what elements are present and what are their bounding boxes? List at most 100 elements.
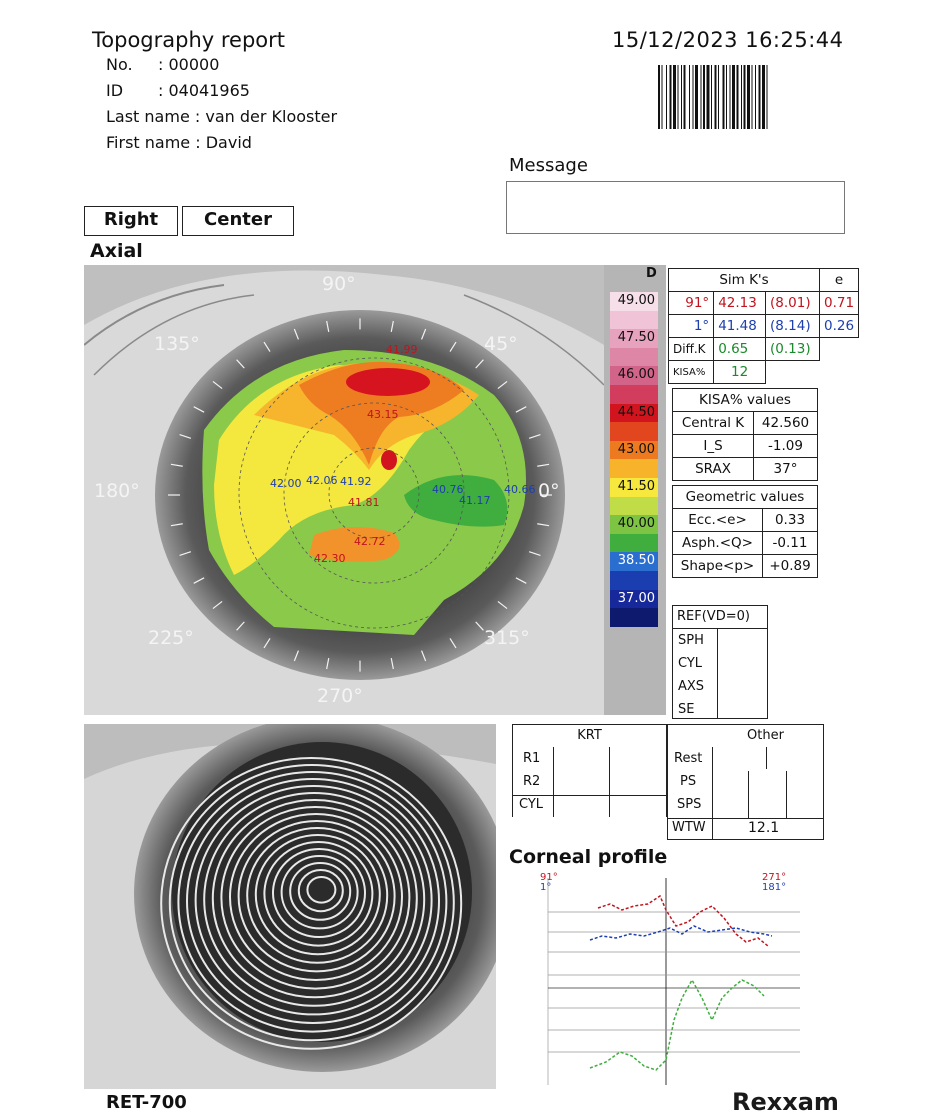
scale-step (610, 608, 658, 627)
point-value: 41.92 (340, 475, 372, 488)
profile-legend-left: 91° (540, 872, 558, 883)
position-center-button[interactable]: Center (182, 206, 294, 236)
field-first-name-label: First name (106, 133, 191, 152)
simk-e: 0.26 (818, 314, 860, 338)
simk-e-header: e (818, 268, 860, 292)
profile-legend-right: 271° (762, 872, 787, 883)
eye-right-button[interactable]: Right (84, 206, 178, 236)
kisa-values-table: KISA% values Central K 42.560 I_S -1.09 SR… (671, 388, 818, 481)
scale-step (610, 310, 658, 330)
kisa-values-header: KISA% values (672, 388, 818, 412)
angle-225: 225° (148, 627, 194, 649)
kisa-row-value: 42.560 (753, 411, 818, 435)
angle-270: 270° (317, 685, 363, 707)
kisa-row-value: 37° (753, 457, 818, 481)
corneal-profile-chart: 91° 1° 271° 181° (510, 870, 810, 1090)
kisa-row-value: -1.09 (753, 434, 818, 458)
ref-table: REF(VD=0) SPH CYL AXS SE (672, 605, 768, 719)
ref-row-label: SPH (678, 633, 704, 648)
scale-step: 44.50 (610, 403, 658, 423)
simk-axis: 1° (667, 314, 715, 338)
ref-row-label: CYL (678, 656, 703, 671)
other-row-label: WTW (672, 820, 706, 835)
krt-table: KRT R1 R2 CYL (512, 724, 667, 817)
profile-legend-right: 181° (762, 882, 787, 893)
simk-e: 0.71 (818, 291, 860, 315)
kisa-value: 12 (713, 360, 767, 384)
simk-k: 42.13 (713, 291, 767, 315)
point-value: 42.30 (314, 552, 346, 565)
krt-row-label: R2 (523, 774, 541, 789)
krt-row-label: R1 (523, 751, 541, 766)
scale-step (610, 533, 658, 553)
diffk-r: (0.13) (765, 337, 820, 361)
geo-row-value: -0.11 (762, 531, 818, 555)
diffk-value: 0.65 (713, 337, 767, 361)
field-id: ID: 04041965 (106, 81, 250, 100)
scale-step (610, 422, 658, 441)
topography-color-map (202, 350, 526, 635)
scale-step: 38.50 (610, 552, 658, 571)
angle-315: 315° (484, 627, 530, 649)
simk-axis: 91° (667, 291, 715, 315)
other-row-label: Rest (674, 751, 703, 766)
scale-step: 37.00 (610, 589, 658, 609)
axial-map[interactable]: 90° 45° 135° 180° 0° 225° 315° 270° 41.9… (84, 265, 604, 715)
field-no-label: No. (106, 55, 133, 74)
angle-0: 0° (538, 480, 560, 502)
scale-unit: D (646, 266, 657, 281)
field-first-name-value: David (205, 133, 252, 152)
profile-legend-left: 1° (540, 882, 552, 893)
wtw-value: 12.1 (748, 820, 780, 836)
point-value: 41.17 (459, 494, 491, 507)
message-box (506, 181, 845, 234)
field-no-value: 00000 (168, 55, 220, 74)
simk-r: (8.01) (765, 291, 820, 315)
field-last-name-label: Last name (106, 107, 190, 126)
scale-step: 47.50 (610, 329, 658, 348)
geometric-header: Geometric values (672, 485, 818, 509)
geo-row-label: Ecc.<e> (672, 508, 763, 532)
geo-row-value: +0.89 (762, 554, 818, 578)
placido-graphic (84, 724, 496, 1089)
field-no: No.: 00000 (106, 55, 220, 74)
field-last-name: Last name : van der Klooster (106, 107, 338, 126)
scale-step (610, 385, 658, 404)
barcode-icon (658, 65, 768, 129)
report-datetime: 15/12/2023 16:25:44 (612, 28, 844, 52)
angle-135: 135° (154, 333, 200, 355)
krt-row-label: CYL (519, 797, 544, 812)
field-id-value: 04041965 (168, 81, 250, 100)
point-value: 41.99 (386, 343, 418, 356)
angle-90: 90° (322, 273, 356, 295)
field-id-label: ID (106, 81, 124, 100)
scale-step (610, 571, 658, 590)
device-model: RET-700 (106, 1092, 187, 1113)
scale-step: 49.00 (610, 292, 658, 311)
placido-image[interactable] (84, 724, 496, 1089)
profile-graphic (547, 878, 800, 1085)
field-last-name-value: van der Klooster (205, 107, 338, 126)
angle-180: 180° (94, 480, 140, 502)
report-title: Topography report (92, 28, 285, 52)
other-table: Other Rest PS SPS WTW 12.1 (667, 724, 824, 840)
scale-step: 46.00 (610, 366, 658, 385)
point-value: 40.66 (504, 483, 536, 496)
kisa-row-label: SRAX (671, 457, 755, 481)
ref-row-label: AXS (678, 679, 705, 694)
point-value: 42.06 (306, 474, 338, 487)
point-value: 42.72 (354, 535, 386, 548)
simk-k: 41.48 (713, 314, 767, 338)
scale-step (610, 459, 658, 478)
other-row-label: SPS (677, 797, 702, 812)
ref-header: REF(VD=0) (673, 606, 767, 629)
field-first-name: First name : David (106, 133, 252, 152)
point-value: 41.81 (348, 496, 380, 509)
kisa-row-label: I_S (671, 434, 755, 458)
ref-row-label: SE (678, 702, 695, 717)
kisa-label: KISA% (667, 360, 715, 384)
point-value: 43.15 (367, 408, 399, 421)
angle-45: 45° (484, 333, 518, 355)
scale-step: 43.00 (610, 440, 658, 460)
other-row-label: PS (680, 774, 697, 789)
